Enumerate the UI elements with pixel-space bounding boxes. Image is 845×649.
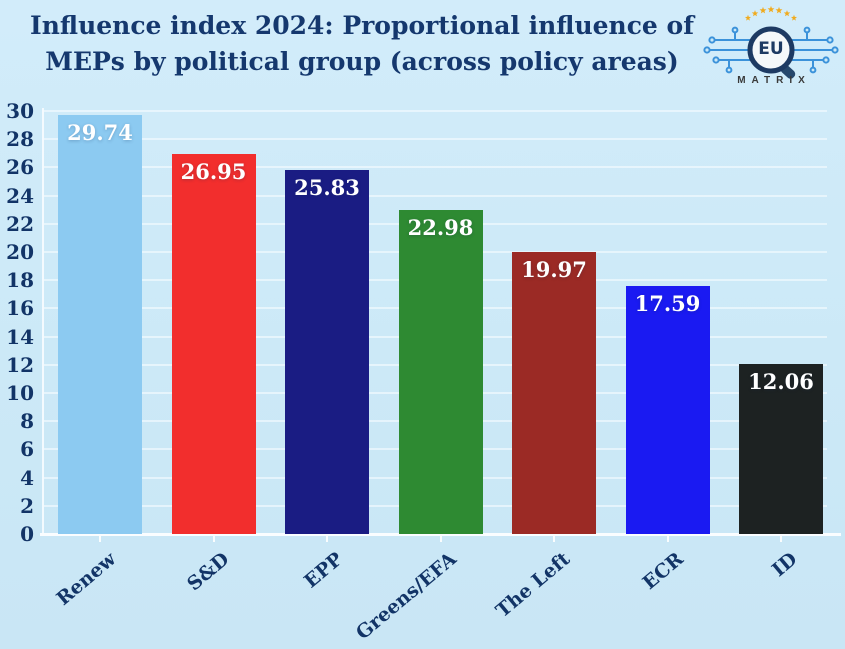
gridline-26 [44,166,827,169]
y-axis-tick-label: 2 [20,493,34,518]
x-axis-category-text: ID [767,548,802,582]
eumatrix-logo-graphic [703,5,839,79]
gridline-28 [44,138,827,141]
chart-title: Influence index 2024: Proportional influ… [0,8,724,80]
y-axis-tick-label: 4 [20,465,34,490]
x-axis-tick [780,536,782,542]
y-axis-tick-label: 8 [20,409,34,434]
y-axis-tick-label: 0 [20,522,34,546]
y-axis-tick-label: 22 [6,211,34,236]
y-axis-tick-label: 26 [6,155,34,180]
x-axis-tick [212,536,215,542]
x-axis-category-text: EPP [300,548,348,593]
x-axis-category-text: The Left [491,548,575,623]
y-axis-tick-label: 18 [6,268,34,293]
logo-eu-text: EU [758,39,784,59]
bar-The Left [512,252,596,534]
bar-Renew [58,114,142,534]
gridline-30 [44,110,827,112]
y-axis-tick-label: 14 [6,324,34,349]
eumatrix-logo: EU MATRIX [701,2,841,94]
bar-ECR [625,285,710,534]
chart-title-line1: Influence index 2024: Proportional influ… [30,11,694,40]
x-axis-tick [99,536,101,542]
x-axis-tick [666,536,669,542]
x-axis-tick [439,536,442,542]
circuit-traces-icon [703,26,839,74]
x-axis-category-text: Renew [52,548,121,610]
bar-value-label: 22.98 [407,214,474,240]
bar-EPP [285,169,369,534]
bar-ID [739,363,823,534]
bar-value-label: 29.74 [67,119,133,145]
x-axis-category-text: S&D [183,548,234,596]
y-axis-tick-label: 20 [6,240,34,264]
y-axis-tick-label: 12 [6,352,34,377]
y-axis-tick-label: 30 [6,99,34,123]
bar-Greens/EFA [398,209,483,534]
bar-value-label: 17.59 [634,290,701,316]
y-axis-tick-label: 16 [6,296,34,321]
magnifier-circle-icon [747,26,795,74]
bar-value-label: 12.06 [748,368,814,394]
y-axis-tick-label: 10 [6,381,34,405]
gridline-24 [44,194,827,197]
x-axis-tick [326,536,328,542]
bar-value-label: 25.83 [294,174,360,200]
x-axis-tick [553,536,555,542]
chart-title-line2: MEPs by political group (across policy a… [45,47,679,76]
y-axis-tick-label: 24 [6,183,34,208]
y-axis-tick-label: 6 [20,437,34,462]
logo-matrix-text: MATRIX [737,75,811,86]
y-axis-tick-label: 28 [6,127,34,152]
x-axis-category-text: Greens/EFA [351,548,461,645]
x-axis-baseline [40,533,841,536]
bar-value-label: 19.97 [521,257,587,283]
y-axis-line [42,108,44,534]
bar-value-label: 26.95 [180,159,247,184]
x-axis-category-text: ECR [638,548,688,595]
bar-S&D [171,154,256,534]
